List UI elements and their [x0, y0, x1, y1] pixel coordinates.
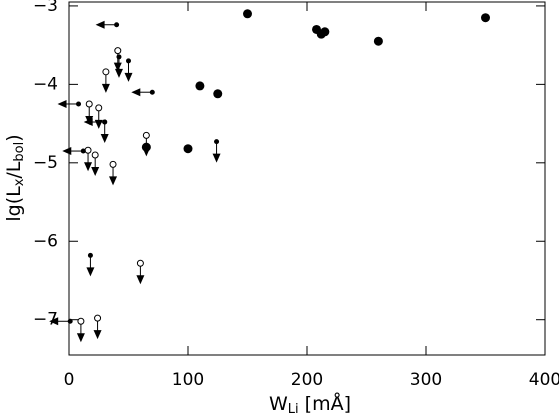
- data-point: [101, 68, 110, 93]
- limit-head: [136, 275, 145, 285]
- limit-head: [62, 147, 72, 156]
- y-label-part: lg(L: [3, 186, 25, 222]
- plot-frame: [68, 1, 546, 356]
- marker: [95, 104, 103, 112]
- data-point: [91, 151, 100, 176]
- marker: [142, 131, 150, 139]
- marker: [481, 13, 490, 23]
- limit-head: [49, 317, 59, 326]
- data-point: [86, 252, 95, 277]
- data-point: [76, 317, 85, 343]
- marker: [183, 144, 193, 154]
- limit-head: [83, 118, 93, 127]
- limit-head: [109, 176, 118, 186]
- marker: [84, 146, 92, 154]
- marker: [373, 36, 383, 46]
- marker: [214, 139, 220, 145]
- data-point: [183, 144, 193, 154]
- data-point: [481, 13, 490, 23]
- limit-head: [76, 333, 85, 343]
- limit-head: [124, 72, 133, 82]
- data-point: [243, 9, 252, 19]
- data-point: [93, 314, 102, 340]
- y-axis-label: lg(Lx/Lbol): [3, 134, 27, 221]
- marker: [87, 252, 93, 258]
- y-label-sub: bol: [12, 142, 27, 162]
- x-tick-label: 100: [172, 370, 204, 390]
- marker: [320, 27, 330, 37]
- y-tick-label: −4: [33, 74, 58, 94]
- limit-head: [131, 88, 141, 97]
- data-point: [212, 139, 221, 163]
- data-point: [131, 88, 155, 97]
- marker: [149, 89, 155, 95]
- x-label-sub: Li: [288, 402, 299, 417]
- limit-head: [93, 330, 102, 340]
- marker: [102, 119, 108, 125]
- limit-head: [101, 83, 110, 93]
- marker: [126, 58, 131, 64]
- x-label-part: W: [269, 393, 288, 415]
- data-point: [94, 104, 103, 129]
- marker: [102, 68, 110, 76]
- marker: [94, 314, 102, 322]
- data-point: [142, 131, 151, 157]
- limit-head: [113, 62, 122, 72]
- data-point: [373, 36, 383, 46]
- marker: [243, 9, 252, 19]
- marker: [114, 47, 122, 55]
- data-point: [62, 147, 86, 156]
- limit-head: [57, 99, 67, 108]
- data-point: [124, 58, 133, 82]
- data-point: [136, 259, 145, 285]
- limit-head: [142, 147, 151, 157]
- limit-head: [114, 68, 123, 78]
- y-tick-label: −7: [33, 310, 58, 330]
- limit-head: [100, 134, 109, 144]
- limit-head: [86, 267, 95, 277]
- data-point: [213, 89, 223, 99]
- x-axis-label: WLi [mÅ]: [269, 392, 351, 417]
- marker: [195, 81, 205, 91]
- y-tick-label: −6: [33, 231, 58, 251]
- marker: [67, 318, 73, 324]
- marker: [85, 100, 93, 108]
- data-point: [49, 317, 73, 326]
- x-tick-label: 0: [64, 370, 75, 390]
- marker: [80, 148, 86, 154]
- limit-head: [94, 119, 103, 129]
- marker: [116, 54, 122, 60]
- y-tick-label: −5: [33, 153, 58, 173]
- limit-head: [95, 20, 105, 29]
- y-label-sub: x: [12, 178, 27, 186]
- data-point: [83, 118, 108, 127]
- data-point: [95, 20, 120, 29]
- x-tick-label: 300: [410, 370, 442, 390]
- y-label-part: /L: [3, 161, 25, 178]
- marker: [76, 101, 82, 107]
- x-tick-label: 400: [529, 370, 559, 390]
- marker: [77, 317, 85, 325]
- marker: [114, 22, 120, 28]
- data-point: [113, 47, 122, 72]
- data-point: [320, 27, 330, 37]
- marker: [213, 89, 223, 99]
- data-point: [114, 54, 123, 78]
- marker: [109, 160, 117, 168]
- y-label-part: ): [3, 134, 25, 141]
- data-point: [57, 99, 82, 108]
- limit-head: [84, 162, 93, 172]
- data-point: [109, 160, 118, 186]
- limit-head: [91, 166, 100, 176]
- limit-head: [212, 153, 221, 163]
- x-label-part: [mÅ]: [299, 392, 351, 415]
- x-tick-label: 200: [291, 370, 323, 390]
- y-tick-label: −3: [33, 0, 58, 16]
- marker: [91, 151, 99, 159]
- marker: [136, 259, 144, 267]
- data-point: [195, 81, 205, 91]
